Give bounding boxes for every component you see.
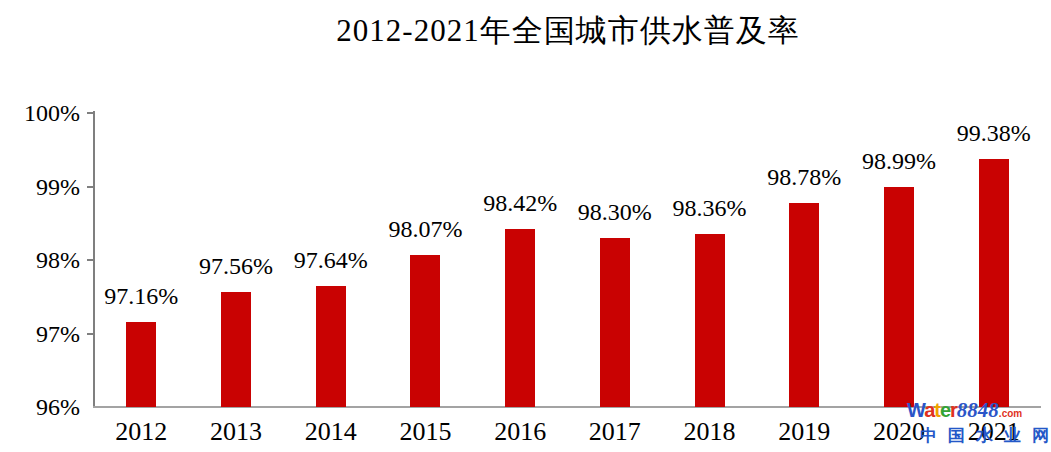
x-axis-label: 2013 <box>186 417 286 447</box>
watermark-brand-segment: .com <box>999 408 1022 419</box>
bar <box>505 229 535 407</box>
chart-title: 2012-2021年全国城市供水普及率 <box>95 10 1041 52</box>
y-axis-label: 99% <box>0 174 80 200</box>
bar <box>695 234 725 407</box>
bar <box>789 203 819 407</box>
y-axis-label: 97% <box>0 321 80 347</box>
y-axis-label: 98% <box>0 247 80 273</box>
y-axis-tick <box>87 259 94 261</box>
chart-canvas: 2012-2021年全国城市供水普及率 100% 99% 98% 97% 96% 97.1… <box>0 0 1051 452</box>
watermark-brand: Water8848.com <box>907 398 1022 423</box>
watermark-site-name: 中国水业网 <box>920 424 1051 447</box>
x-axis-label: 2017 <box>565 417 665 447</box>
watermark-brand-segment: 8848 <box>957 398 999 422</box>
y-axis-label: 96% <box>0 394 80 420</box>
watermark-brand-segment: e <box>940 399 950 421</box>
bar-value-label: 98.99% <box>834 147 964 175</box>
bar-value-label: 99.38% <box>929 119 1051 147</box>
x-axis-label: 2019 <box>754 417 854 447</box>
bar-value-label: 98.07% <box>360 215 490 243</box>
watermark: Water8848.com 中国水业网 <box>905 398 1051 450</box>
x-axis-label: 2016 <box>470 417 570 447</box>
bar <box>221 292 251 407</box>
y-axis-label: 100% <box>0 100 80 126</box>
bar-value-label: 97.64% <box>266 246 396 274</box>
y-axis-tick <box>87 333 94 335</box>
bar <box>979 159 1009 407</box>
y-axis-tick <box>87 186 94 188</box>
x-axis-label: 2014 <box>281 417 381 447</box>
x-axis-label: 2012 <box>91 417 191 447</box>
bar-value-label: 98.36% <box>645 194 775 222</box>
x-axis-label: 2015 <box>375 417 475 447</box>
x-axis-label: 2018 <box>660 417 760 447</box>
y-axis-tick <box>87 112 94 114</box>
bar <box>316 286 346 407</box>
bar <box>126 322 156 407</box>
watermark-brand-segment: r <box>950 399 957 421</box>
bar-value-label: 97.16% <box>76 282 206 310</box>
bar <box>884 187 914 407</box>
watermark-brand-segment: a <box>924 399 934 421</box>
bar <box>600 238 630 407</box>
watermark-brand-segment: W <box>907 399 924 421</box>
bar <box>410 255 440 407</box>
